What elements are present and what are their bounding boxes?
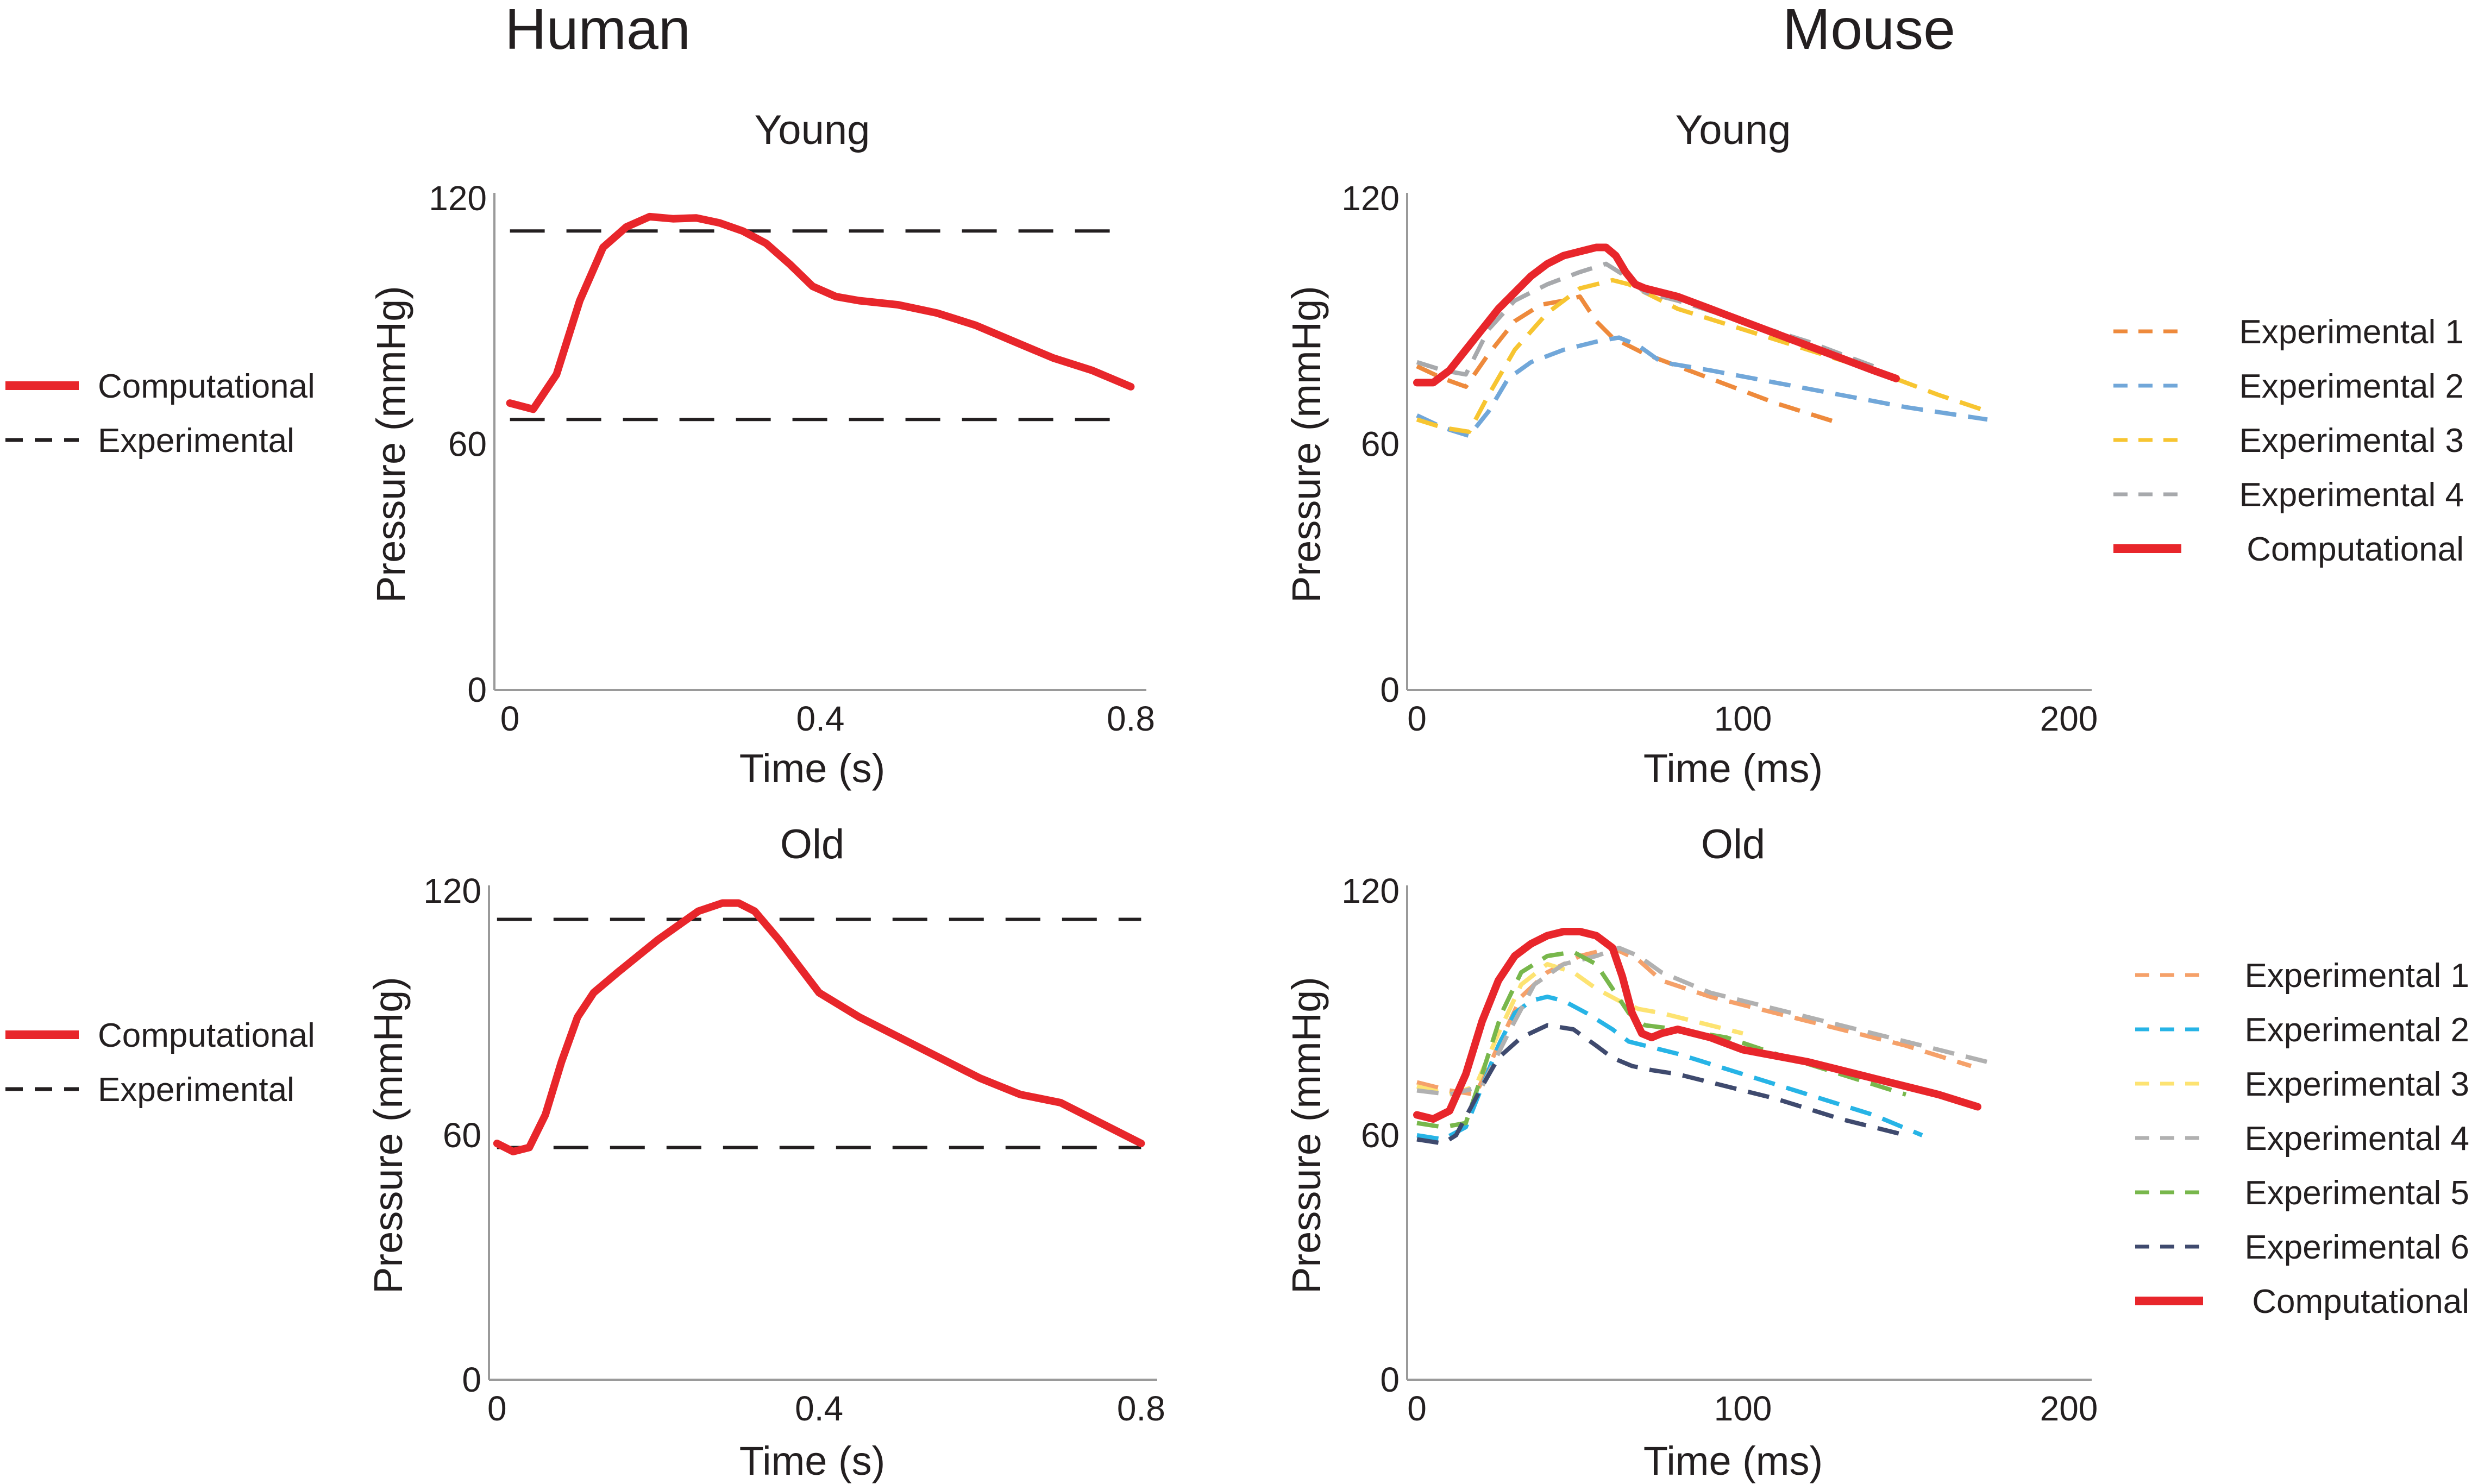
series-line-computational [1413,243,1900,387]
legend-label-experimental-2: Experimental 2 [2239,368,2464,405]
series-line-experimental-1 [1416,294,1842,426]
x-axis-label: Time (s) [739,746,886,791]
y-axis-label: Pressure (mmHg) [1284,977,1329,1294]
y-axis-label: Pressure (mmHg) [1284,286,1329,603]
panel-title: Young [755,107,870,153]
panel-title: Old [780,821,844,867]
x-tick-label: 100 [1714,699,1772,738]
y-tick-label: 0 [1380,1360,1400,1399]
series-line-experimental-5 [1416,949,1907,1129]
series-line-computational [493,899,1145,1155]
legend-label-experimental-3: Experimental 3 [2239,422,2464,460]
legend-label-experimental-5: Experimental 5 [2244,1174,2469,1212]
y-tick-label: 60 [1361,1116,1400,1155]
legend-label-experimental-1: Experimental 1 [2244,957,2469,995]
x-tick-label: 0.8 [1107,699,1155,738]
y-tick-label: 60 [1361,425,1400,464]
x-tick-label: 0 [500,699,520,738]
x-tick-label: 0 [1407,699,1427,738]
legend-label-experimental: Experimental [98,1071,294,1109]
series-line-experimental-2 [1416,335,1988,438]
legend-label-experimental-3: Experimental 3 [2244,1066,2469,1103]
series-line-computational [506,212,1135,413]
x-axis-label: Time (ms) [1643,1438,1823,1483]
column-title-human: Human [505,0,691,61]
x-tick-label: 0.8 [1117,1389,1165,1428]
x-tick-label: 200 [2040,1389,2098,1428]
legend-label-computational: Computational [2247,531,2464,568]
y-tick-label: 0 [467,670,487,709]
chart-human-old: Old 0 60 120 0 0.4 0.8 Time (s) Pressure (mmHg) C… [5,821,1165,1483]
x-axis-label: Time (s) [739,1438,886,1483]
y-axis-label: Pressure (mmHg) [366,977,411,1294]
y-tick-label: 0 [462,1360,481,1399]
chart-mouse-young: Young 0 60 120 0 100 200 Time (ms) Pressure (mmH… [1284,107,2464,791]
x-tick-label: 0.4 [796,699,845,738]
x-tick-label: 0.4 [795,1389,843,1428]
y-tick-label: 120 [1341,871,1400,910]
series-line-experimental-1 [1416,946,1972,1097]
chart-human-young: Young 0 60 120 0 0.4 0.8 Time (s) Pressure (mmHg… [5,107,1155,791]
legend-label-computational: Computational [98,1017,315,1054]
legend-label-computational: Computational [98,368,315,405]
column-title-mouse: Mouse [1783,0,1955,61]
series-line-experimental-2 [1416,995,1923,1142]
y-tick-label: 60 [443,1116,481,1155]
legend-label-computational: Computational [2252,1283,2469,1320]
legend-label-experimental-6: Experimental 6 [2244,1229,2469,1266]
y-tick-label: 120 [423,871,481,910]
y-tick-label: 0 [1380,670,1400,709]
x-tick-label: 200 [2040,699,2098,738]
y-tick-label: 120 [1341,179,1400,218]
legend-label-experimental-1: Experimental 1 [2239,313,2464,351]
x-tick-label: 100 [1714,1389,1772,1428]
series-line-experimental-6 [1416,1023,1906,1146]
panel-title: Young [1676,107,1791,153]
legend-label-experimental: Experimental [98,422,294,460]
legend-label-experimental-2: Experimental 2 [2244,1011,2469,1049]
series-line-computational [1413,928,1981,1123]
x-tick-label: 0 [1407,1389,1427,1428]
x-tick-label: 0 [487,1389,507,1428]
y-axis-label: Pressure (mmHg) [368,286,413,603]
y-tick-label: 60 [448,425,487,464]
chart-mouse-old: Old 0 60 120 0 100 200 Time (ms) Pressure (mmHg)… [1284,821,2469,1483]
y-tick-label: 120 [429,179,487,218]
panel-title: Old [1701,821,1765,867]
legend-label-experimental-4: Experimental 4 [2244,1120,2469,1158]
legend-label-experimental-4: Experimental 4 [2239,476,2464,514]
x-axis-label: Time (ms) [1643,746,1823,791]
